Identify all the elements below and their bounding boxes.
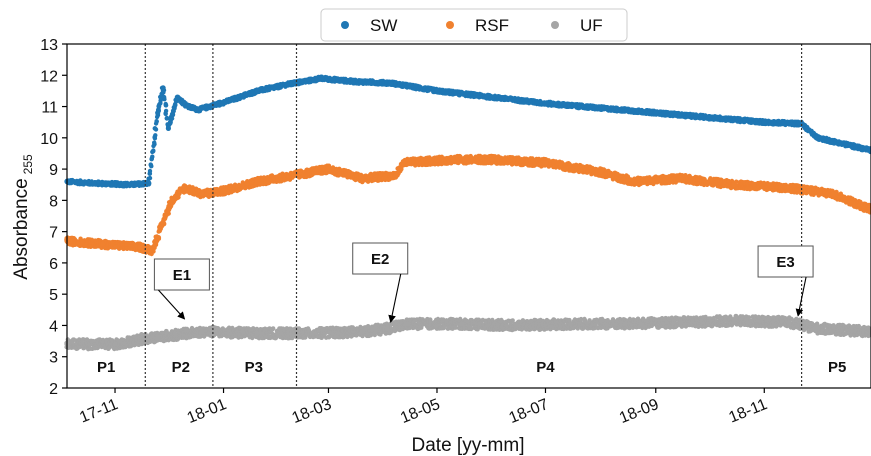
data-point-SW bbox=[163, 103, 169, 108]
data-point-SW bbox=[161, 94, 167, 100]
data-point-SW bbox=[228, 97, 234, 103]
data-point-SW bbox=[173, 103, 178, 108]
data-point-SW bbox=[388, 80, 394, 86]
data-point-SW bbox=[91, 180, 97, 186]
data-point-SW bbox=[196, 107, 202, 113]
data-point-SW bbox=[185, 103, 191, 110]
data-point-SW bbox=[168, 119, 173, 125]
data-point-SW bbox=[706, 114, 712, 121]
data-point-SW bbox=[153, 133, 158, 138]
data-point-SW bbox=[318, 75, 324, 81]
data-point-SW bbox=[489, 94, 495, 100]
data-point-SW bbox=[151, 149, 156, 154]
data-point-SW bbox=[154, 119, 159, 124]
data-point-SW bbox=[148, 162, 154, 168]
data-point-SW bbox=[172, 106, 177, 111]
data-point-SW bbox=[128, 182, 134, 188]
data-point-SW bbox=[152, 140, 157, 145]
data-point-SW bbox=[160, 85, 166, 91]
data-point-SW bbox=[542, 100, 549, 106]
data-point-SW bbox=[598, 105, 604, 111]
data-point-SW bbox=[761, 119, 767, 125]
data-point-SW bbox=[653, 110, 659, 116]
data-point-RSF bbox=[156, 235, 162, 240]
data-point-SW bbox=[161, 90, 166, 95]
data-point-SW bbox=[164, 116, 169, 121]
data-point-SW bbox=[163, 111, 168, 117]
data-point-SW bbox=[174, 94, 180, 100]
data-point-SW bbox=[434, 88, 440, 94]
data-point-SW bbox=[815, 135, 821, 141]
data-point-SW bbox=[146, 176, 152, 181]
data-point-SW bbox=[147, 168, 153, 174]
data-point-SW bbox=[153, 127, 159, 132]
series-SW bbox=[64, 74, 871, 189]
data-point-SW bbox=[155, 110, 161, 116]
data-point-SW bbox=[150, 154, 155, 159]
data-point-SW bbox=[146, 180, 152, 186]
data-point-SW bbox=[158, 100, 163, 106]
data-point-SW bbox=[350, 78, 356, 85]
data-point-SW bbox=[254, 88, 260, 94]
data-point-SW bbox=[165, 125, 171, 131]
